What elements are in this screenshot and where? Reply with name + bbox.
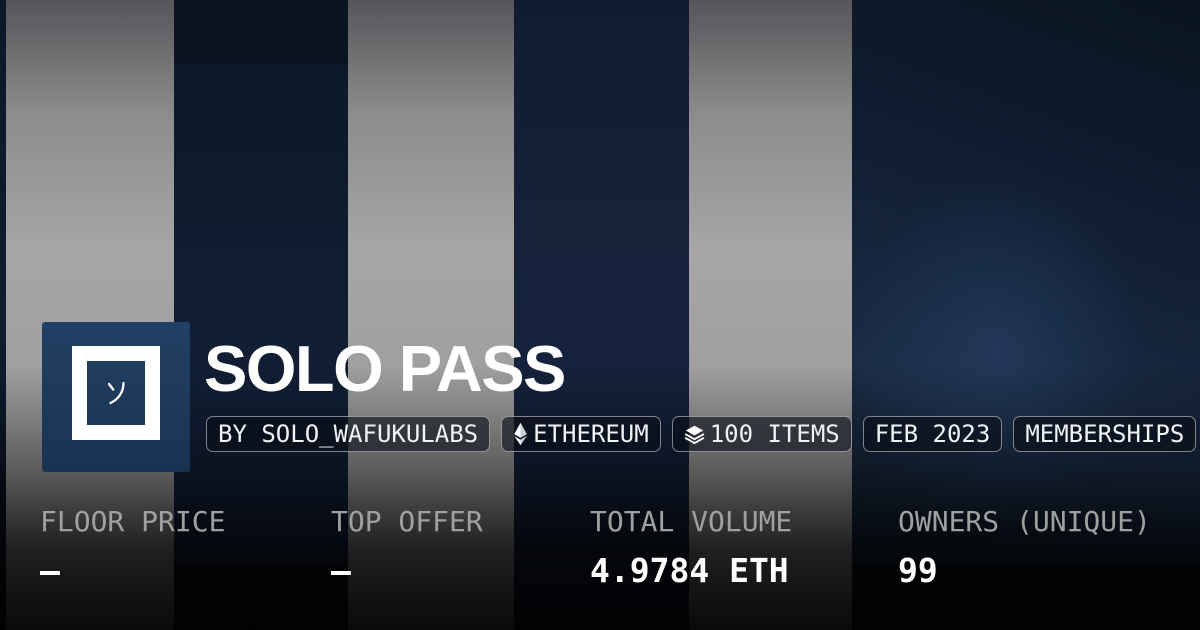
stat-label: OWNERS (UNIQUE): [898, 505, 1151, 538]
badge-chain: ETHEREUM: [501, 416, 661, 452]
badge-label: FEB 2023: [874, 420, 991, 448]
stat-value: 4.9784 ETH: [590, 551, 789, 590]
stat-value: —: [40, 551, 60, 590]
collection-title: SOLO PASS: [204, 332, 566, 405]
ethereum-icon: [513, 422, 528, 446]
stat-top-offer: TOP OFFER —: [331, 505, 483, 590]
badge-category: MEMBERSHIPS: [1013, 416, 1197, 452]
badge-supply: 100 ITEMS: [671, 416, 852, 452]
stat-label: TOTAL VOLUME: [590, 505, 793, 538]
badge-label: BY SOLO_WAFUKULABS: [218, 420, 479, 448]
badge-label: 100 ITEMS: [709, 420, 840, 448]
stat-value: —: [331, 551, 351, 590]
badge-label: ETHEREUM: [533, 420, 649, 448]
stat-total-volume: TOTAL VOLUME 4.9784 ETH: [590, 505, 792, 590]
logo-square-frame: [72, 346, 160, 440]
stat-floor-price: FLOOR PRICE —: [40, 505, 225, 590]
badge-row: BY SOLO_WAFUKULABS ETHEREUM: [206, 416, 1200, 452]
stat-label: TOP OFFER: [331, 505, 483, 538]
layers-icon: [684, 423, 705, 445]
badge-label: MEMBERSHIPS: [1025, 420, 1185, 448]
stat-label: FLOOR PRICE: [40, 505, 226, 538]
katakana-so-glyph-icon: [107, 381, 125, 405]
stat-owners-unique: OWNERS (UNIQUE) 99: [898, 505, 1151, 590]
badge-created-date: FEB 2023: [862, 416, 1003, 452]
stat-value: 99: [898, 551, 938, 590]
badge-creator: BY SOLO_WAFUKULABS: [206, 416, 491, 452]
collection-logo: [42, 322, 190, 472]
